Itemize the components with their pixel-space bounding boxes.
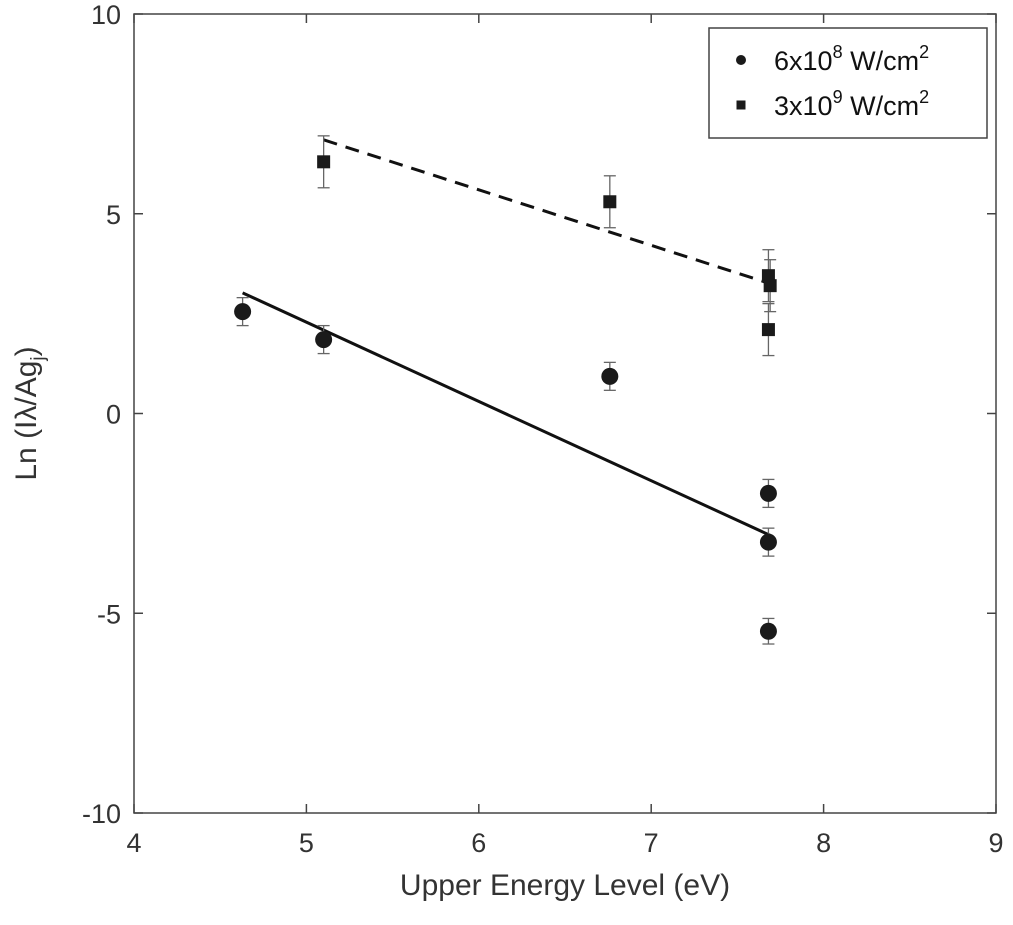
y-tick-label: -10: [82, 799, 121, 829]
x-tick-label: 8: [816, 828, 831, 858]
legend-label-series-2-unit: W/cm: [843, 91, 919, 121]
legend-label-series-2-unit-exponent: 2: [919, 87, 929, 107]
data-point-series-1: [234, 303, 252, 321]
data-point-series-1: [759, 622, 777, 640]
legend-label-series-1: 6x108 W/cm2: [774, 42, 929, 76]
fit-line-series-2: [323, 138, 771, 286]
axis-ticks: 4 5 6 7 8 9 -10 -5 0 5 10: [82, 0, 1004, 858]
legend-label-series-2-base: 3x10: [774, 91, 833, 121]
x-tick-label: 7: [644, 828, 659, 858]
y-axis-title-close: ): [10, 346, 43, 356]
y-tick-label: -5: [97, 599, 121, 629]
fit-line-series-1: [241, 291, 771, 537]
data-point-series-1: [759, 533, 777, 551]
x-axis-title: Upper Energy Level (eV): [400, 869, 730, 902]
legend-marker-circle: [736, 55, 746, 65]
x-tick-label: 4: [126, 828, 141, 858]
x-tick-label: 5: [299, 828, 314, 858]
data-point-series-1: [315, 331, 333, 349]
legend-label-series-1-unit-exponent: 2: [919, 42, 929, 62]
legend-label-series-1-unit: W/cm: [843, 46, 919, 76]
data-points: [234, 155, 777, 640]
legend-label-series-1-base: 6x10: [774, 46, 833, 76]
legend-label-series-1-exponent: 8: [833, 42, 843, 62]
legend-label-series-2: 3x109 W/cm2: [774, 87, 929, 121]
legend-label-series-2-exponent: 9: [833, 87, 843, 107]
error-bars: [236, 135, 777, 645]
x-tick-label: 6: [471, 828, 486, 858]
legend-box: [708, 27, 988, 139]
fit-lines: [241, 138, 771, 537]
data-point-series-2: [761, 269, 775, 283]
x-tick-label: 9: [988, 828, 1003, 858]
y-tick-label: 10: [91, 0, 121, 30]
data-point-series-1: [759, 484, 777, 502]
legend: 6x108 W/cm2 3x109 W/cm2: [708, 27, 988, 139]
data-point-series-1: [601, 367, 619, 385]
y-tick-label: 0: [106, 400, 121, 430]
data-point-series-2: [603, 195, 617, 209]
data-point-series-2: [763, 279, 777, 293]
legend-marker-square: [736, 100, 746, 110]
data-point-series-2: [317, 155, 331, 169]
data-point-series-2: [761, 323, 775, 337]
y-axis-title: Ln (Iλ/Agj): [10, 346, 49, 480]
y-tick-label: 5: [106, 200, 121, 230]
y-axis-title-main: Ln (Iλ/Ag: [10, 361, 43, 481]
y-axis-title-subscript: j: [28, 356, 49, 361]
